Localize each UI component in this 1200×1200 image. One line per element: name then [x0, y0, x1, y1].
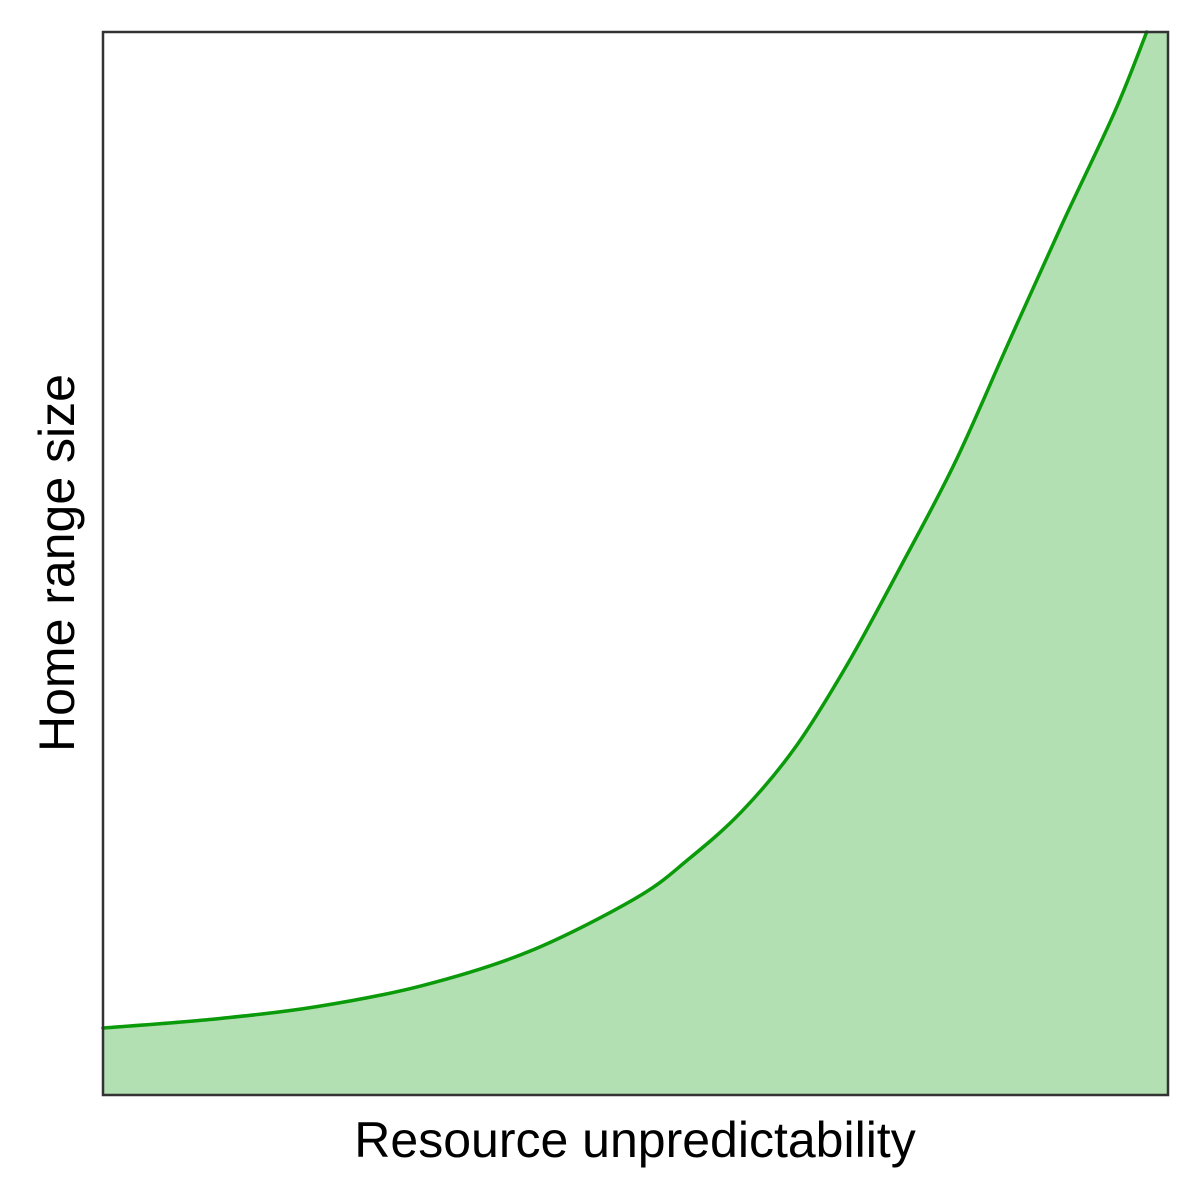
- area-fill: [103, 32, 1168, 1095]
- x-axis-title: Resource unpredictability: [354, 1112, 915, 1168]
- y-axis-title: Home range size: [29, 374, 85, 752]
- series-line: [101, 30, 1149, 1030]
- plot-frame: [101, 30, 1170, 1097]
